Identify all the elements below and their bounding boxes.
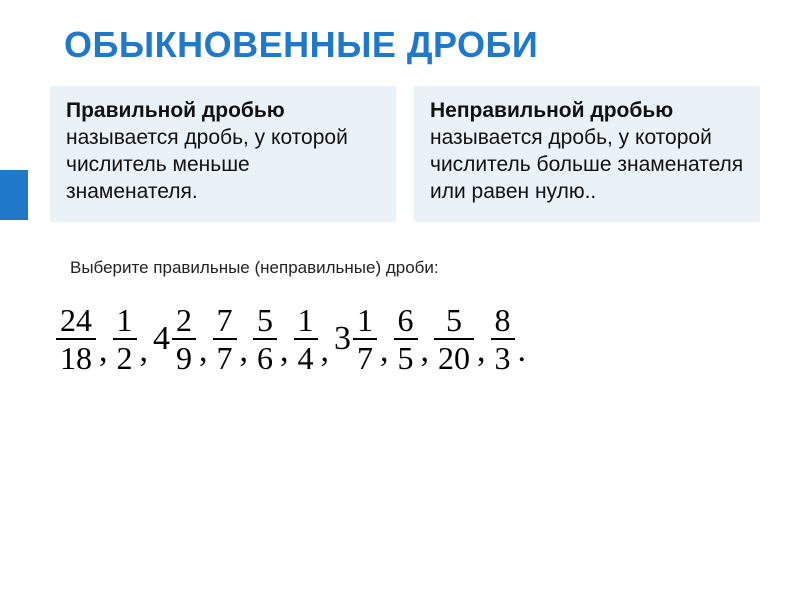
- numerator: 2: [172, 304, 196, 336]
- denominator: 18: [56, 342, 96, 374]
- fraction: 2418: [56, 304, 96, 375]
- definition-improper-text: называется дробь, у которой числитель бо…: [430, 126, 743, 203]
- mixed-whole: 4: [153, 320, 170, 358]
- fraction: 520: [434, 304, 474, 375]
- mixed-fraction: 429: [153, 304, 196, 375]
- side-accent-bar: [0, 170, 28, 220]
- fraction: 17: [353, 304, 377, 375]
- denominator: 4: [294, 342, 318, 374]
- fraction: 29: [172, 304, 196, 375]
- numerator: 1: [294, 304, 318, 336]
- numerator: 1: [353, 304, 377, 336]
- numerator: 8: [491, 304, 515, 336]
- numerator: 6: [394, 304, 418, 336]
- fraction: 14: [294, 304, 318, 375]
- denominator: 20: [434, 342, 474, 374]
- separator: ,: [377, 332, 394, 374]
- separator: ,: [237, 332, 254, 374]
- separator: .: [515, 332, 532, 374]
- fraction: 65: [394, 304, 418, 375]
- fractions-row: 2418,12,429,77,56,14,317,65,520,83.: [0, 278, 800, 375]
- separator: ,: [474, 332, 491, 374]
- separator: ,: [318, 332, 335, 374]
- definition-proper-text: называется дробь, у которой числитель ме…: [66, 126, 348, 203]
- numerator: 5: [442, 304, 466, 336]
- separator: ,: [96, 332, 113, 374]
- numerator: 5: [253, 304, 277, 336]
- denominator: 7: [353, 342, 377, 374]
- definition-proper: Правильной дробью называется дробь, у ко…: [50, 86, 396, 222]
- denominator: 3: [491, 342, 515, 374]
- fraction: 56: [253, 304, 277, 375]
- definition-improper-bold: Неправильной дробью: [430, 99, 673, 122]
- page-title: ОБЫКНОВЕННЫЕ ДРОБИ: [0, 0, 800, 78]
- fraction: 77: [213, 304, 237, 375]
- numerator: 24: [56, 304, 96, 336]
- denominator: 9: [172, 342, 196, 374]
- separator: ,: [277, 332, 294, 374]
- definition-proper-bold: Правильной дробью: [66, 99, 285, 122]
- numerator: 1: [113, 304, 137, 336]
- numerator: 7: [213, 304, 237, 336]
- fraction: 83: [491, 304, 515, 375]
- separator: ,: [418, 332, 435, 374]
- denominator: 7: [213, 342, 237, 374]
- task-text: Выберите правильные (неправильные) дроби…: [0, 222, 800, 278]
- separator: ,: [196, 332, 213, 374]
- separator: ,: [137, 332, 154, 374]
- denominator: 5: [394, 342, 418, 374]
- fraction: 12: [113, 304, 137, 375]
- definitions-row: Правильной дробью называется дробь, у ко…: [0, 78, 800, 222]
- mixed-fraction: 317: [334, 304, 377, 375]
- denominator: 6: [253, 342, 277, 374]
- definition-improper: Неправильной дробью называется дробь, у …: [414, 86, 760, 222]
- denominator: 2: [113, 342, 137, 374]
- mixed-whole: 3: [334, 320, 351, 358]
